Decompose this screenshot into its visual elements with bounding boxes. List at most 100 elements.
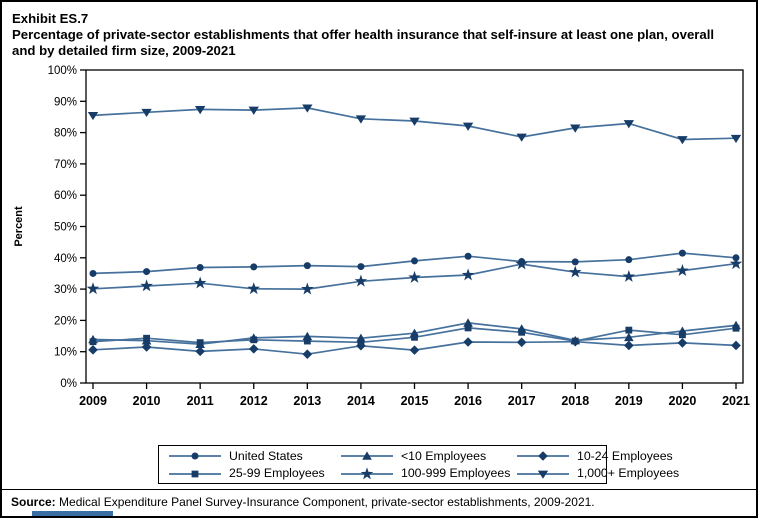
- footer-divider: [2, 489, 756, 490]
- x-axis-tick-label: 2016: [454, 394, 482, 408]
- data-point-diamond: [88, 345, 98, 355]
- square-legend-icon: [169, 470, 221, 478]
- y-axis-tick-label: 50%: [54, 222, 77, 234]
- x-axis-tick-label: 2015: [401, 394, 429, 408]
- x-axis-tick-label: 2020: [669, 394, 697, 408]
- y-axis-tick-label: 10%: [54, 347, 77, 359]
- legend-entry: <10 Employees: [341, 448, 517, 463]
- data-point-square: [679, 331, 686, 339]
- legend-entry: 1,000+ Employees: [517, 466, 679, 481]
- data-point-triangle-down: [730, 134, 742, 144]
- data-point-circle: [303, 262, 311, 270]
- legend-marker-star: [360, 467, 374, 480]
- x-axis-tick-label: 2017: [508, 394, 536, 408]
- data-point-diamond: [463, 337, 473, 347]
- data-point-triangle-down: [570, 124, 581, 133]
- data-point-square: [625, 326, 633, 334]
- legend-marker-triangle-up: [362, 451, 372, 461]
- chart-title-line1: Percentage of private-sector establishme…: [12, 27, 715, 42]
- legend-entry: 25-99 Employees: [169, 466, 341, 481]
- data-point-triangle-down: [194, 106, 206, 115]
- data-point-triangle-down: [87, 111, 99, 121]
- chart-title-line2: and by detailed firm size, 2009-2021: [12, 43, 236, 58]
- data-point-circle: [678, 249, 686, 257]
- data-point-star: [247, 282, 261, 295]
- x-axis-tick-label: 2014: [347, 394, 375, 408]
- data-point-diamond: [409, 345, 420, 355]
- data-point-star: [568, 265, 582, 278]
- legend-marker-triangle-down: [537, 470, 549, 479]
- data-point-star: [622, 269, 636, 282]
- data-point-diamond: [248, 344, 259, 354]
- diamond-legend-icon: [517, 451, 569, 462]
- title-block: Exhibit ES.7 Percentage of private-secto…: [12, 11, 748, 59]
- data-point-star: [729, 257, 743, 270]
- data-point-circle: [411, 257, 418, 265]
- legend-label: United States: [229, 448, 303, 463]
- legend-marker-diamond: [538, 451, 548, 462]
- data-point-triangle-down: [462, 122, 474, 131]
- data-point-star: [515, 257, 528, 270]
- data-point-circle: [571, 258, 579, 266]
- y-axis-tick-label: 70%: [54, 159, 77, 171]
- data-point-circle: [143, 268, 151, 276]
- data-point-triangle-down: [248, 106, 259, 115]
- source-note: Source: Medical Expenditure Panel Survey…: [11, 495, 751, 509]
- data-point-triangle-down: [677, 136, 688, 145]
- data-point-square: [89, 338, 97, 346]
- data-point-square: [518, 328, 526, 336]
- y-axis-tick-label: 0%: [60, 378, 77, 390]
- legend-entry: 100-999 Employees: [341, 466, 517, 481]
- x-axis-tick-label: 2019: [615, 394, 643, 408]
- chart-legend: United States <10 Employees 10-24 Employee…: [158, 445, 679, 484]
- star-legend-icon: [341, 467, 393, 480]
- x-axis-tick-label: 2010: [133, 394, 161, 408]
- data-point-square: [571, 337, 579, 345]
- y-axis-tick-label: 20%: [54, 315, 77, 327]
- data-point-star: [140, 279, 153, 292]
- data-point-star: [408, 270, 421, 283]
- data-point-triangle-down: [516, 133, 527, 142]
- legend-marker-circle: [191, 452, 199, 460]
- data-point-circle: [250, 263, 258, 271]
- y-axis-tick-label: 100%: [48, 65, 77, 77]
- y-axis-tick-label: 40%: [54, 253, 77, 265]
- data-point-square: [411, 333, 418, 341]
- x-axis-tick-label: 2018: [561, 394, 589, 408]
- x-axis-tick-label: 2021: [722, 394, 750, 408]
- x-axis-tick-label: 2009: [79, 394, 107, 408]
- footer-accent-bar: [32, 511, 113, 516]
- data-point-star: [301, 282, 314, 295]
- legend-label: 25-99 Employees: [229, 466, 325, 481]
- data-point-triangle-down: [141, 108, 152, 118]
- data-point-diamond: [624, 340, 634, 351]
- y-axis-tick-label: 30%: [54, 284, 77, 296]
- triangle-up-legend-icon: [341, 451, 393, 461]
- data-point-triangle-down: [623, 120, 635, 129]
- data-point-square: [303, 337, 311, 345]
- x-axis-tick-label: 2012: [240, 394, 268, 408]
- data-point-triangle-down: [302, 104, 313, 113]
- data-point-circle: [196, 264, 204, 272]
- data-point-diamond: [141, 342, 152, 352]
- legend-entry: 10-24 Employees: [517, 448, 679, 463]
- legend-label: 100-999 Employees: [401, 466, 511, 481]
- data-point-square: [143, 334, 150, 342]
- data-point-triangle-down: [409, 117, 420, 126]
- data-point-circle: [89, 269, 97, 277]
- data-point-diamond: [302, 349, 313, 360]
- data-point-square: [196, 339, 204, 347]
- data-point-square: [732, 324, 740, 332]
- data-point-square: [357, 338, 365, 346]
- legend-label: 10-24 Employees: [577, 448, 673, 463]
- exhibit-number: Exhibit ES.7: [12, 11, 89, 26]
- legend-label: 1,000+ Employees: [577, 466, 680, 481]
- data-point-diamond: [677, 338, 688, 348]
- legend-marker-square: [191, 470, 199, 478]
- data-point-star: [86, 282, 100, 295]
- data-point-circle: [625, 256, 633, 264]
- data-point-star: [676, 264, 689, 276]
- line-chart: 0% 10% 20% 30% 40% 50% 60% 70% 80% 90% 100% Percent…: [13, 65, 750, 408]
- circle-legend-icon: [169, 452, 221, 460]
